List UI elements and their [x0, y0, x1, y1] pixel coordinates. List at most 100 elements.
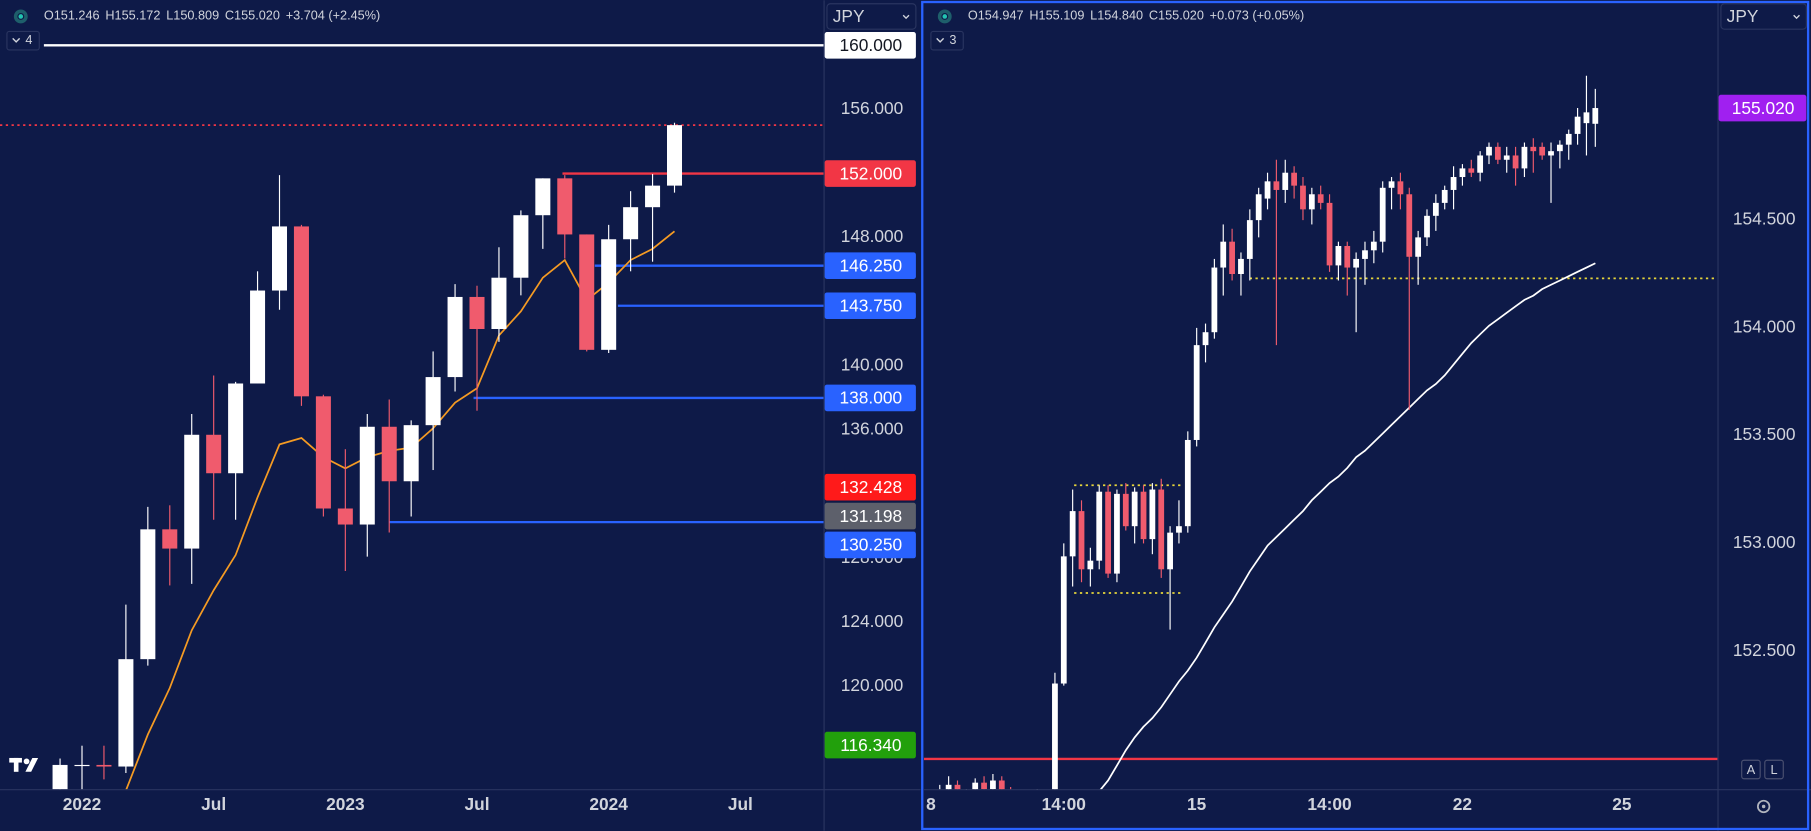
candle [359, 413, 375, 557]
candle [1176, 500, 1182, 544]
tv-logo [9, 757, 39, 772]
candle [945, 776, 952, 790]
settings-gear[interactable] [1757, 799, 1771, 814]
candle [1326, 194, 1333, 272]
candle [447, 284, 463, 392]
candle [1087, 547, 1094, 587]
price-label: 131.198 [840, 506, 903, 526]
candle [184, 413, 200, 584]
y-tick-label: 154.000 [1733, 316, 1796, 336]
candle [1114, 489, 1120, 583]
y-tick-label: 140.000 [841, 354, 904, 374]
candle-body [1450, 177, 1457, 190]
price-label-box [824, 32, 916, 59]
candle-body [623, 207, 639, 240]
candle-body [1326, 202, 1333, 266]
candle-body [1424, 215, 1430, 238]
indicators-badge[interactable] [6, 30, 40, 51]
candle [1060, 543, 1067, 686]
candle [271, 175, 288, 310]
candle-body [1078, 511, 1085, 570]
ohlc-value: O151.246 [44, 9, 100, 23]
candle-body [990, 780, 996, 790]
candle [1238, 252, 1244, 296]
candle [96, 745, 112, 780]
candle-body [228, 383, 244, 474]
candle [1353, 252, 1360, 333]
candle [1184, 431, 1191, 533]
candle-body [1122, 493, 1129, 527]
candle [998, 776, 1005, 790]
candle-body [1441, 189, 1448, 203]
x-tick-label: Jul [201, 794, 226, 814]
candle-body [1353, 258, 1360, 268]
plot-area [923, 75, 1718, 790]
candle-body [1388, 181, 1395, 188]
candle-body [1397, 181, 1404, 195]
candle [1432, 194, 1439, 231]
candle-body [579, 234, 595, 350]
dropdown-box[interactable] [1720, 3, 1807, 30]
candle [1397, 172, 1404, 210]
control-label[interactable]: L [1771, 763, 1778, 777]
chevron[interactable] [902, 14, 910, 20]
candle-body [945, 784, 952, 790]
candle-body [293, 226, 309, 397]
candle [1317, 185, 1324, 210]
candle-body [981, 782, 987, 790]
candle [1122, 483, 1129, 531]
candle [1105, 485, 1111, 578]
candle-body [1087, 560, 1094, 570]
price-label-box [824, 531, 916, 559]
dropdown-box[interactable] [826, 3, 917, 30]
chevron[interactable] [12, 37, 21, 43]
currency-dropdown[interactable]: JPY [1720, 3, 1807, 30]
candle [206, 375, 222, 520]
candle [1158, 478, 1165, 578]
candle [1388, 177, 1395, 210]
candle-body [52, 764, 68, 790]
candle [623, 191, 639, 272]
candle-body [1317, 194, 1324, 203]
candle-body [1379, 187, 1386, 242]
indicators-toggle[interactable]: 4 [6, 30, 40, 51]
candle [1503, 146, 1510, 173]
candle-body [1158, 489, 1165, 570]
control-label[interactable]: A [1747, 763, 1756, 777]
currency-dropdown[interactable]: JPY [826, 3, 917, 30]
price-label-box [824, 502, 916, 530]
control-button[interactable] [1764, 759, 1784, 780]
candle-body [403, 425, 419, 482]
candle [118, 604, 134, 773]
candle-body [1246, 220, 1253, 259]
indicators-count[interactable]: 4 [25, 33, 32, 47]
currency-label[interactable]: JPY [1727, 6, 1759, 26]
candle [1530, 138, 1537, 173]
candle [1052, 672, 1058, 790]
candle-body [1202, 332, 1209, 346]
candle [954, 780, 961, 790]
y-tick-label: 124.000 [841, 611, 904, 631]
candle [645, 174, 661, 262]
candle-body [1291, 172, 1298, 186]
candle [1344, 241, 1351, 296]
candle-body [666, 125, 683, 186]
currency-label[interactable]: JPY [833, 6, 865, 26]
control-button[interactable] [1741, 759, 1761, 780]
y-tick-label: 152.500 [1733, 640, 1796, 660]
candle [162, 505, 178, 586]
candle [1415, 230, 1422, 285]
chevron[interactable] [936, 37, 945, 43]
indicators-count[interactable]: 3 [949, 33, 956, 47]
price-label-box [824, 384, 916, 412]
indicators-badge[interactable] [930, 30, 964, 51]
candle [1308, 187, 1315, 225]
candle-body [1494, 146, 1501, 160]
candle [990, 774, 996, 790]
indicators-toggle[interactable]: 3 [930, 30, 964, 51]
candle-body [1477, 155, 1484, 173]
candle [981, 776, 987, 790]
chevron[interactable] [1793, 14, 1800, 20]
